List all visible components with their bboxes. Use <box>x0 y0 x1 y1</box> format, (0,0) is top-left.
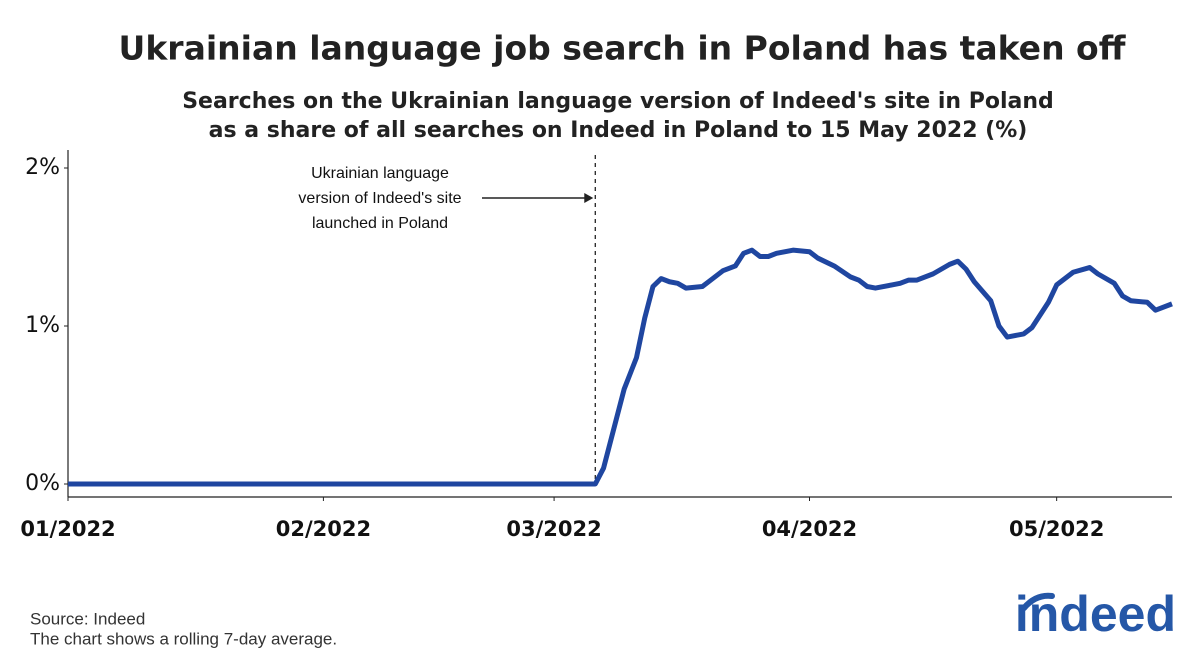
x-tick-label: 01/2022 <box>20 517 115 541</box>
annotation-arrowhead <box>584 193 594 203</box>
x-tick-label: 02/2022 <box>276 517 371 541</box>
x-tick-label: 03/2022 <box>506 517 601 541</box>
logo-arc <box>1021 592 1055 611</box>
y-tick-label: 0% <box>25 471 60 496</box>
chart-subtitle: Searches on the Ukrainian language versi… <box>182 89 1054 114</box>
note: The chart shows a rolling 7-day average. <box>30 629 337 648</box>
x-tick-label: 05/2022 <box>1009 517 1104 541</box>
chart-title: Ukrainian language job search in Poland … <box>119 29 1127 68</box>
annotation-text: version of Indeed's site <box>298 190 461 207</box>
chart-subtitle: as a share of all searches on Indeed in … <box>209 118 1028 143</box>
annotation-text: Ukrainian language <box>311 165 449 182</box>
source: Source: Indeed <box>30 609 145 628</box>
data-line <box>68 247 1173 487</box>
y-tick-label: 2% <box>25 155 60 180</box>
annotation-text: launched in Poland <box>312 215 448 232</box>
logo: indeed <box>1015 586 1176 642</box>
x-tick-label: 04/2022 <box>762 517 857 541</box>
y-tick-label: 1% <box>25 313 60 338</box>
